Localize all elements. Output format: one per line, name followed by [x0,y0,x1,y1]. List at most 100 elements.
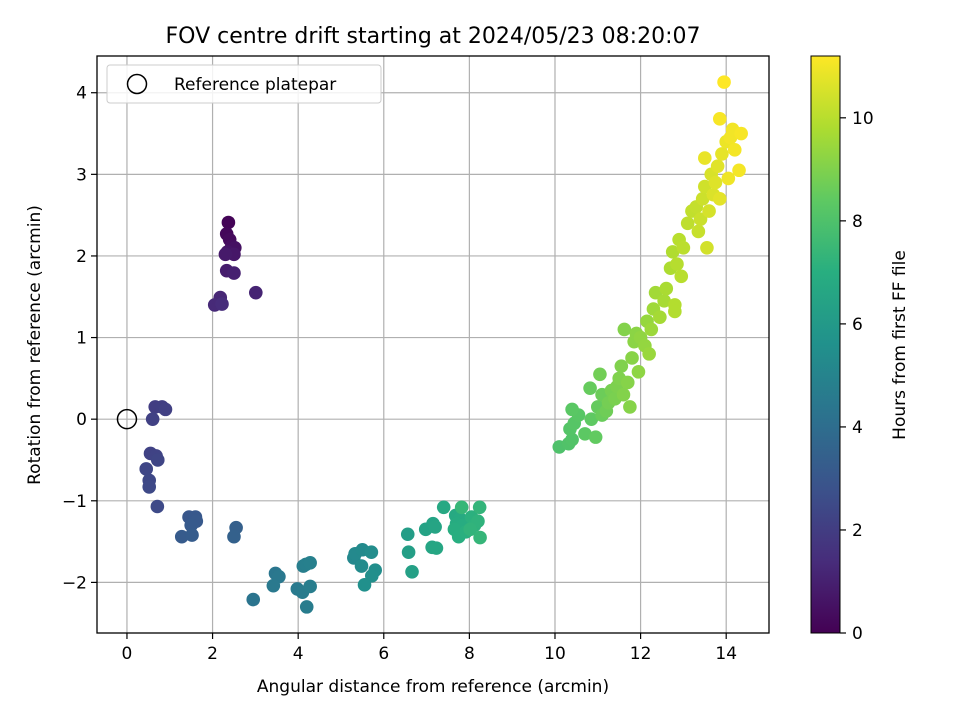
data-point [428,520,442,534]
data-point [620,375,635,390]
data-point [584,412,599,426]
data-point [702,204,716,218]
data-point [401,545,416,560]
data-points [116,75,748,614]
y-tick-label: −1 [62,492,87,512]
data-point [625,351,639,365]
reference-point [116,408,138,430]
data-point [588,430,603,444]
legend-label: Reference platepar [174,75,336,95]
data-point [717,75,731,89]
colorbar-tick-label: 0 [852,624,863,644]
data-point [680,216,695,231]
data-point [734,126,748,141]
data-point [150,499,165,514]
legend-box [106,64,382,104]
x-tick-label: 12 [630,644,652,664]
data-point [700,240,714,255]
colorbar-tick-label: 10 [852,109,874,129]
x-tick-label: 6 [378,644,389,664]
data-point [593,367,607,382]
colorbar-label: Hours from first FF file [890,250,910,440]
x-tick-label: 14 [715,644,737,664]
colorbar-tick-label: 6 [852,315,863,335]
data-point [657,294,671,308]
data-point [303,556,317,570]
data-point [721,171,736,186]
data-point [691,224,706,239]
data-point [436,500,451,515]
x-tick-label: 0 [122,644,133,664]
data-point [218,247,233,262]
data-point [653,310,667,324]
data-point [710,159,725,173]
data-point [364,545,379,560]
data-point [659,281,674,296]
data-point [578,427,592,441]
data-point [623,400,637,414]
data-point [139,462,154,476]
data-point [715,147,729,161]
data-point [473,530,487,545]
data-point [429,541,444,555]
plot-frame [96,55,770,634]
data-point [732,163,746,178]
data-point [184,518,198,533]
y-tick-label: −2 [62,573,87,593]
data-point [642,347,656,361]
y-tick-label: 3 [76,165,87,185]
data-point [674,269,689,284]
data-point [631,365,646,379]
data-point [463,522,478,537]
data-point [695,192,710,206]
data-point [185,528,199,542]
data-point [142,480,157,494]
legend-marker-icon [126,73,148,95]
data-point [712,112,727,126]
chart-title: FOV centre drift starting at 2024/05/23 … [166,24,701,49]
data-point [697,179,712,194]
data-point [697,151,712,165]
data-point [299,600,314,614]
data-point [354,559,369,573]
data-point [708,175,723,190]
data-point [303,579,317,594]
colorbar-tick-label: 4 [852,418,863,438]
data-point [665,245,680,259]
data-point [357,578,372,592]
data-point [145,412,160,426]
x-tick-label: 2 [207,644,218,664]
data-point [565,432,579,447]
data-point [400,527,415,542]
x-tick-label: 4 [293,644,304,664]
colorbar-ticks: 0 2 4 6 8 10 [840,109,874,644]
data-point [227,266,241,280]
colorbar-tick-label: 2 [852,521,863,541]
x-tick-label: 8 [464,644,475,664]
data-point [617,322,632,337]
data-point [648,285,663,300]
grid [97,56,769,633]
data-point [565,402,579,417]
data-point [472,500,487,515]
data-point [668,304,682,319]
y-axis-label: Rotation from reference (arcmin) [25,205,45,485]
data-point [712,192,727,206]
data-point [583,381,597,395]
data-point [150,453,165,467]
data-point [174,529,189,544]
data-point [644,322,659,337]
x-axis-label: Angular distance from reference (arcmin) [257,677,609,697]
data-point [693,212,708,227]
y-tick-label: 2 [76,247,87,267]
data-point [616,387,631,402]
data-point [614,359,629,373]
y-tick-label: 1 [76,329,87,349]
data-point [221,215,236,230]
data-point [405,564,419,579]
y-tick-label: 4 [76,84,87,104]
data-point [227,529,241,544]
colorbar: 0 2 4 6 8 10 Hours from first FF file [810,55,910,644]
x-tick-label: 10 [544,644,566,664]
